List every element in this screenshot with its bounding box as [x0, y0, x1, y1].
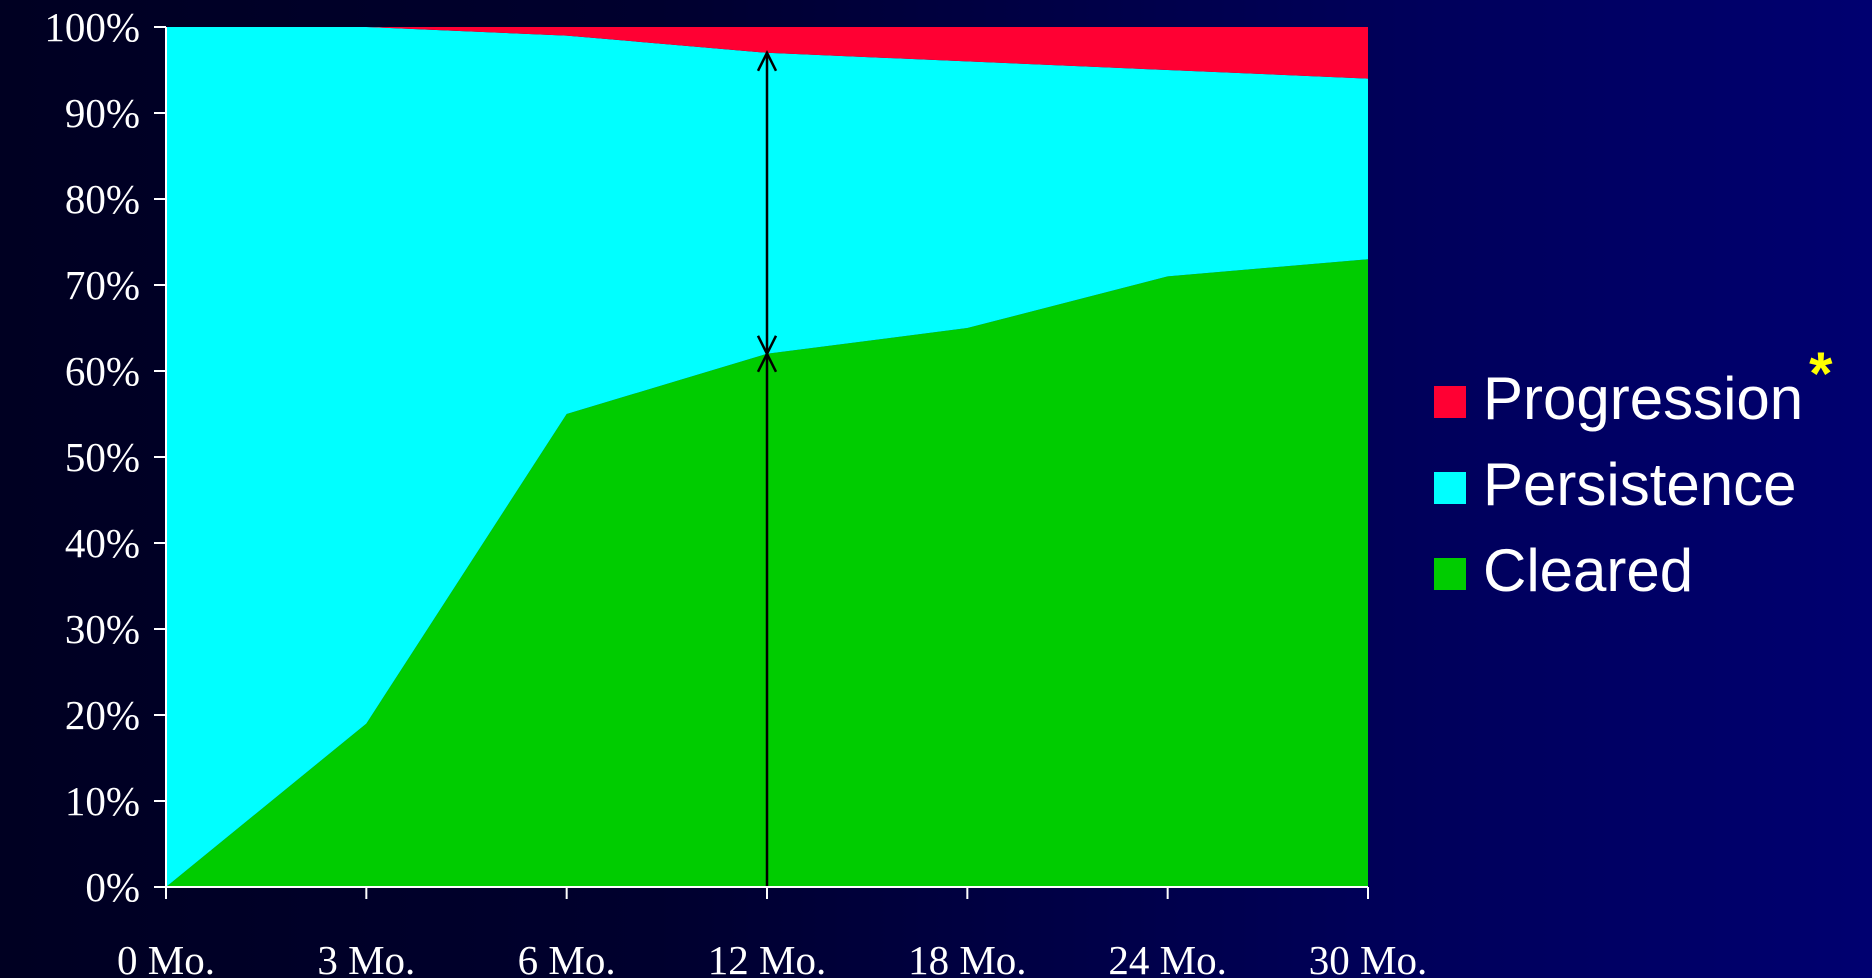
y-tick-label: 100% — [44, 4, 140, 50]
y-tick-label: 90% — [65, 90, 140, 136]
annotation-arrows — [756, 50, 778, 887]
legend-swatch-progression — [1434, 386, 1466, 418]
legend-label-progression: Progression — [1483, 365, 1803, 432]
y-tick-label: 50% — [65, 434, 140, 480]
legend-swatch-cleared — [1434, 558, 1466, 590]
y-tick-label: 40% — [65, 520, 140, 566]
y-tick-label: 20% — [65, 692, 140, 738]
legend-label-cleared: Cleared — [1483, 537, 1693, 604]
legend: Progression *Persistence Cleared — [1434, 340, 1833, 604]
legend-label-persistence: Persistence — [1483, 451, 1796, 518]
y-tick-label: 60% — [65, 348, 140, 394]
x-tick-label: 30 Mo. — [1309, 937, 1427, 978]
axes: 0% 10% 20% 30% 40% 50% 60% 70% 80% 90% 100% 0 Mo. 3 … — [44, 4, 1427, 978]
area-persistence — [166, 27, 1368, 887]
y-tick-label: 10% — [65, 778, 140, 824]
x-tick-label: 3 Mo. — [317, 937, 415, 978]
legend-swatch-persistence — [1434, 472, 1466, 504]
y-tick-label: 70% — [65, 262, 140, 308]
arrowhead — [756, 50, 778, 72]
x-tick-label: 0 Mo. — [117, 937, 215, 978]
x-tick-label: 6 Mo. — [518, 937, 616, 978]
asterisk-marker: * — [1809, 340, 1833, 407]
y-tick-label: 0% — [85, 864, 140, 910]
arrowhead — [756, 351, 778, 373]
y-tick-label: 30% — [65, 606, 140, 652]
x-tick-label: 12 Mo. — [708, 937, 826, 978]
x-tick-label: 24 Mo. — [1108, 937, 1226, 978]
y-tick-label: 80% — [65, 176, 140, 222]
x-tick-label: 18 Mo. — [908, 937, 1026, 978]
